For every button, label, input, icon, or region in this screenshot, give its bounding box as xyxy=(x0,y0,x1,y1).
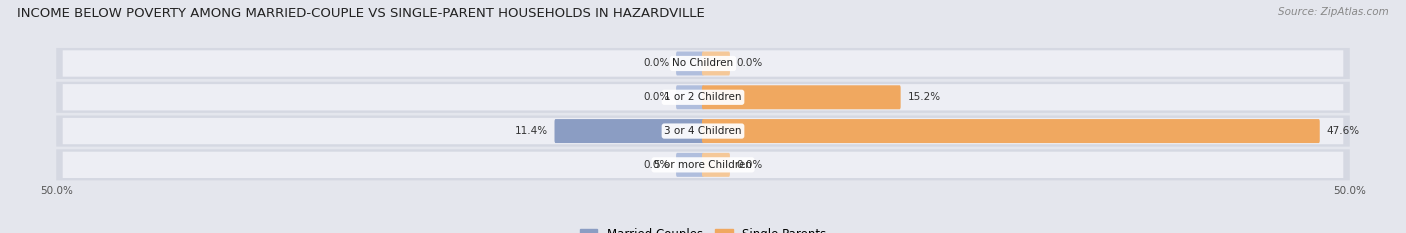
FancyBboxPatch shape xyxy=(676,153,704,177)
FancyBboxPatch shape xyxy=(56,149,1350,180)
Text: 0.0%: 0.0% xyxy=(737,58,763,69)
Text: 5 or more Children: 5 or more Children xyxy=(654,160,752,170)
Text: No Children: No Children xyxy=(672,58,734,69)
Text: 0.0%: 0.0% xyxy=(737,160,763,170)
FancyBboxPatch shape xyxy=(702,51,730,75)
FancyBboxPatch shape xyxy=(56,116,1350,147)
Text: Source: ZipAtlas.com: Source: ZipAtlas.com xyxy=(1278,7,1389,17)
FancyBboxPatch shape xyxy=(554,119,704,143)
Text: 3 or 4 Children: 3 or 4 Children xyxy=(664,126,742,136)
FancyBboxPatch shape xyxy=(63,50,1343,77)
FancyBboxPatch shape xyxy=(63,118,1343,144)
Legend: Married Couples, Single Parents: Married Couples, Single Parents xyxy=(575,224,831,233)
Text: 11.4%: 11.4% xyxy=(515,126,548,136)
FancyBboxPatch shape xyxy=(676,85,704,109)
FancyBboxPatch shape xyxy=(702,119,1320,143)
FancyBboxPatch shape xyxy=(702,153,730,177)
Text: 47.6%: 47.6% xyxy=(1326,126,1360,136)
Text: 1 or 2 Children: 1 or 2 Children xyxy=(664,92,742,102)
FancyBboxPatch shape xyxy=(56,48,1350,79)
FancyBboxPatch shape xyxy=(63,152,1343,178)
FancyBboxPatch shape xyxy=(702,85,901,109)
Text: INCOME BELOW POVERTY AMONG MARRIED-COUPLE VS SINGLE-PARENT HOUSEHOLDS IN HAZARDV: INCOME BELOW POVERTY AMONG MARRIED-COUPL… xyxy=(17,7,704,20)
Text: 0.0%: 0.0% xyxy=(643,160,669,170)
FancyBboxPatch shape xyxy=(676,51,704,75)
Text: 15.2%: 15.2% xyxy=(907,92,941,102)
FancyBboxPatch shape xyxy=(56,82,1350,113)
Text: 0.0%: 0.0% xyxy=(643,58,669,69)
FancyBboxPatch shape xyxy=(63,84,1343,110)
Text: 0.0%: 0.0% xyxy=(643,92,669,102)
